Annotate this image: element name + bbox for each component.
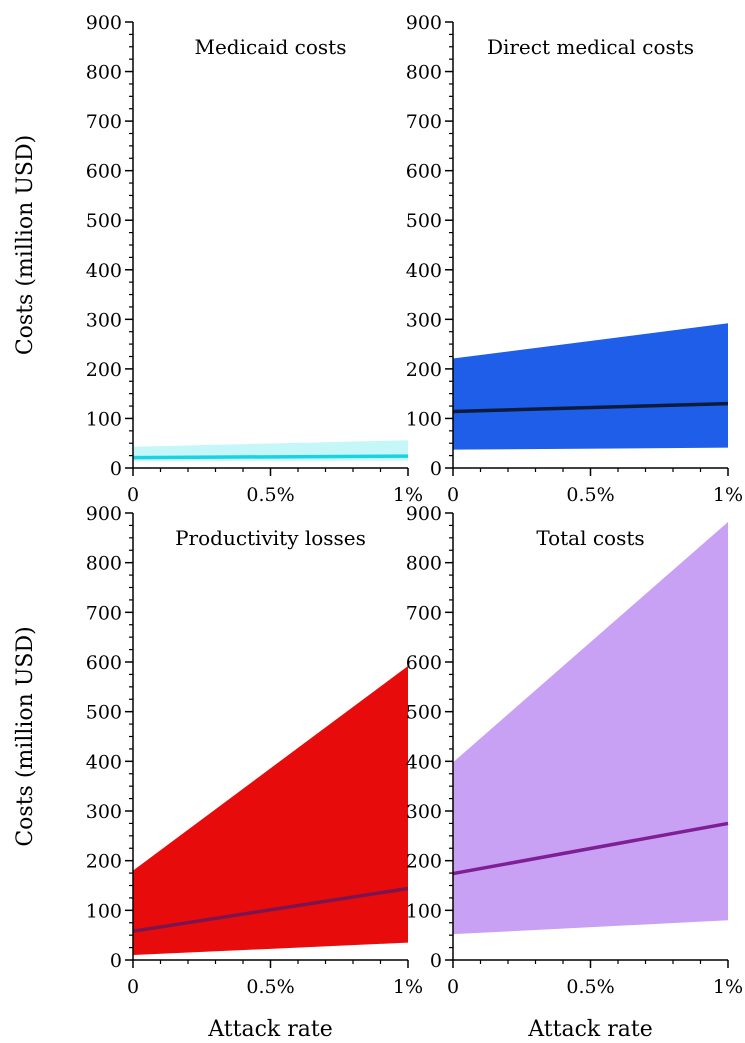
y-tick-label: 300: [406, 309, 442, 331]
y-tick-label: 0: [430, 950, 442, 972]
y-tick-label: 600: [86, 652, 122, 674]
y-tick-label: 900: [86, 12, 122, 34]
y-tick-label: 300: [86, 309, 122, 331]
y-tick-label: 500: [86, 210, 122, 232]
central-estimate-line: [452, 821, 729, 876]
uncertainty-band: [453, 323, 728, 450]
panel-title: Direct medical costs: [487, 35, 694, 59]
y-tick-label: 600: [406, 161, 442, 183]
y-tick-label: 100: [406, 408, 442, 430]
panel-3: 0 100 200 300 400 500 600 700 800 900 0 0.5% 1% Produ…: [13, 503, 423, 1042]
y-tick-label: 400: [86, 260, 122, 282]
panel-4: 0 100 200 300 400 500 600 700 800 900 0 0.5% 1% Total…: [406, 503, 743, 1042]
y-tick-label: 800: [406, 62, 442, 84]
x-tick-label: 1%: [393, 976, 423, 998]
y-tick-label: 200: [406, 359, 442, 381]
y-tick-label: 300: [406, 801, 442, 823]
x-tick-label: 0: [447, 484, 459, 506]
y-tick-label: 500: [406, 702, 442, 724]
x-tick-label: 0: [127, 976, 139, 998]
y-tick-label: 300: [86, 801, 122, 823]
central-estimate-line: [132, 886, 409, 933]
y-tick-label: 200: [86, 359, 122, 381]
y-tick-label: 700: [86, 602, 122, 624]
y-tick-label: 500: [86, 702, 122, 724]
y-tick-label: 200: [406, 851, 442, 873]
y-axis-title: Costs (million USD): [13, 626, 38, 846]
x-tick-label: 0.5%: [566, 484, 614, 506]
panel-2: 0 100 200 300 400 500 600 700 800 900 0 0.5% 1% Direc…: [406, 12, 743, 506]
x-tick-label: 0.5%: [566, 976, 614, 998]
x-axis-title: Attack rate: [207, 1017, 332, 1042]
x-tick-label: 1%: [713, 976, 743, 998]
y-tick-label: 0: [430, 458, 442, 480]
y-tick-label: 500: [406, 210, 442, 232]
panel-title: Medicaid costs: [194, 35, 346, 59]
y-tick-label: 600: [86, 161, 122, 183]
y-tick-label: 0: [110, 950, 122, 972]
y-tick-label: 400: [406, 751, 442, 773]
y-tick-label: 900: [86, 503, 122, 525]
y-tick-label: 100: [86, 408, 122, 430]
y-tick-label: 0: [110, 458, 122, 480]
y-tick-label: 700: [406, 602, 442, 624]
y-tick-label: 400: [86, 751, 122, 773]
x-tick-label: 1%: [393, 484, 423, 506]
panel-1: 0 100 200 300 400 500 600 700 800 900 0 0.5% 1% Medic…: [13, 12, 423, 506]
x-tick-label: 0.5%: [246, 484, 294, 506]
x-tick-label: 0: [127, 484, 139, 506]
y-tick-label: 900: [406, 503, 442, 525]
y-tick-label: 800: [86, 553, 122, 575]
x-tick-label: 1%: [713, 484, 743, 506]
y-tick-label: 900: [406, 12, 442, 34]
y-tick-label: 800: [406, 553, 442, 575]
y-tick-label: 100: [406, 900, 442, 922]
uncertainty-band: [133, 665, 408, 956]
y-tick-label: 800: [86, 62, 122, 84]
y-tick-label: 700: [406, 111, 442, 133]
uncertainty-band: [453, 521, 728, 935]
y-tick-label: 200: [86, 851, 122, 873]
panel-title: Productivity losses: [175, 526, 366, 550]
central-estimate-line: [132, 454, 409, 460]
x-tick-label: 0.5%: [246, 976, 294, 998]
y-tick-label: 400: [406, 260, 442, 282]
panel-title: Total costs: [536, 526, 644, 550]
y-tick-label: 600: [406, 652, 442, 674]
y-tick-label: 700: [86, 111, 122, 133]
y-axis-title: Costs (million USD): [13, 135, 38, 355]
x-axis-title: Attack rate: [527, 1017, 652, 1042]
y-tick-label: 100: [86, 900, 122, 922]
central-estimate-line: [452, 401, 729, 414]
x-tick-label: 0: [447, 976, 459, 998]
